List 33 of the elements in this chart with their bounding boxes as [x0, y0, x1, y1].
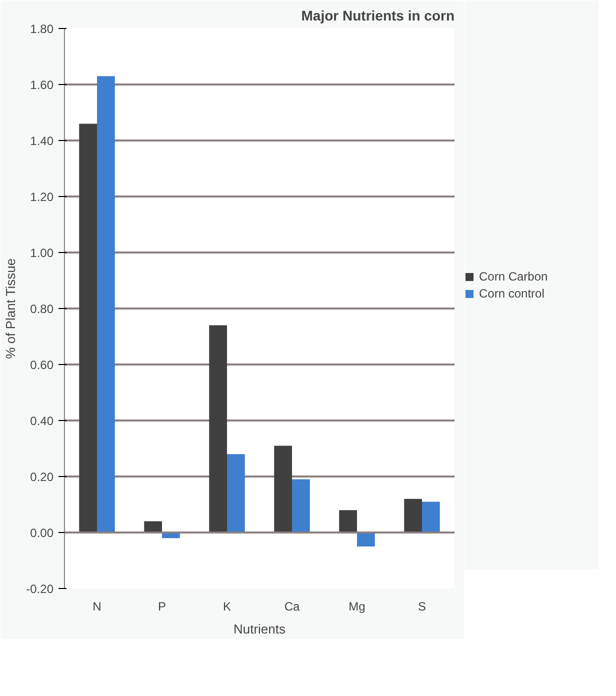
- bar: [422, 502, 440, 532]
- y-tick-label: 0.20: [30, 470, 54, 484]
- y-tick-label: 1.80: [30, 22, 54, 36]
- chart-title: Major Nutrients in corn: [301, 8, 454, 24]
- bar: [357, 532, 375, 546]
- legend-label: Corn control: [479, 286, 544, 300]
- y-tick-label: 1.00: [30, 246, 54, 260]
- y-tick-label: -0.20: [26, 582, 54, 596]
- y-axis-title: % of Plant Tissue: [3, 258, 18, 359]
- x-axis-title: Nutrients: [233, 622, 286, 636]
- x-tick-label: Ca: [284, 600, 300, 614]
- x-tick-label: S: [418, 600, 426, 614]
- y-tick-label: 1.20: [30, 190, 54, 204]
- bar: [274, 446, 292, 532]
- bar: [79, 124, 97, 532]
- y-tick-label: 0.40: [30, 414, 54, 428]
- legend-label: Corn Carbon: [479, 269, 548, 284]
- bar: [227, 454, 245, 532]
- x-tick-label: P: [158, 600, 166, 614]
- bar: [292, 479, 310, 532]
- y-tick-label: 0.80: [30, 302, 54, 316]
- y-tick-label: 0.00: [30, 526, 54, 540]
- y-tick-label: 0.60: [30, 358, 54, 372]
- x-tick-label: Mg: [348, 600, 366, 614]
- bar: [97, 76, 115, 532]
- bar: [144, 521, 162, 532]
- bar: [339, 510, 357, 532]
- x-tick-label: K: [223, 600, 232, 614]
- y-tick-label: 1.60: [30, 78, 54, 92]
- y-tick-label: 1.40: [30, 134, 54, 148]
- x-tick-label: N: [92, 600, 102, 614]
- bar: [209, 325, 227, 532]
- bar: [404, 498, 422, 532]
